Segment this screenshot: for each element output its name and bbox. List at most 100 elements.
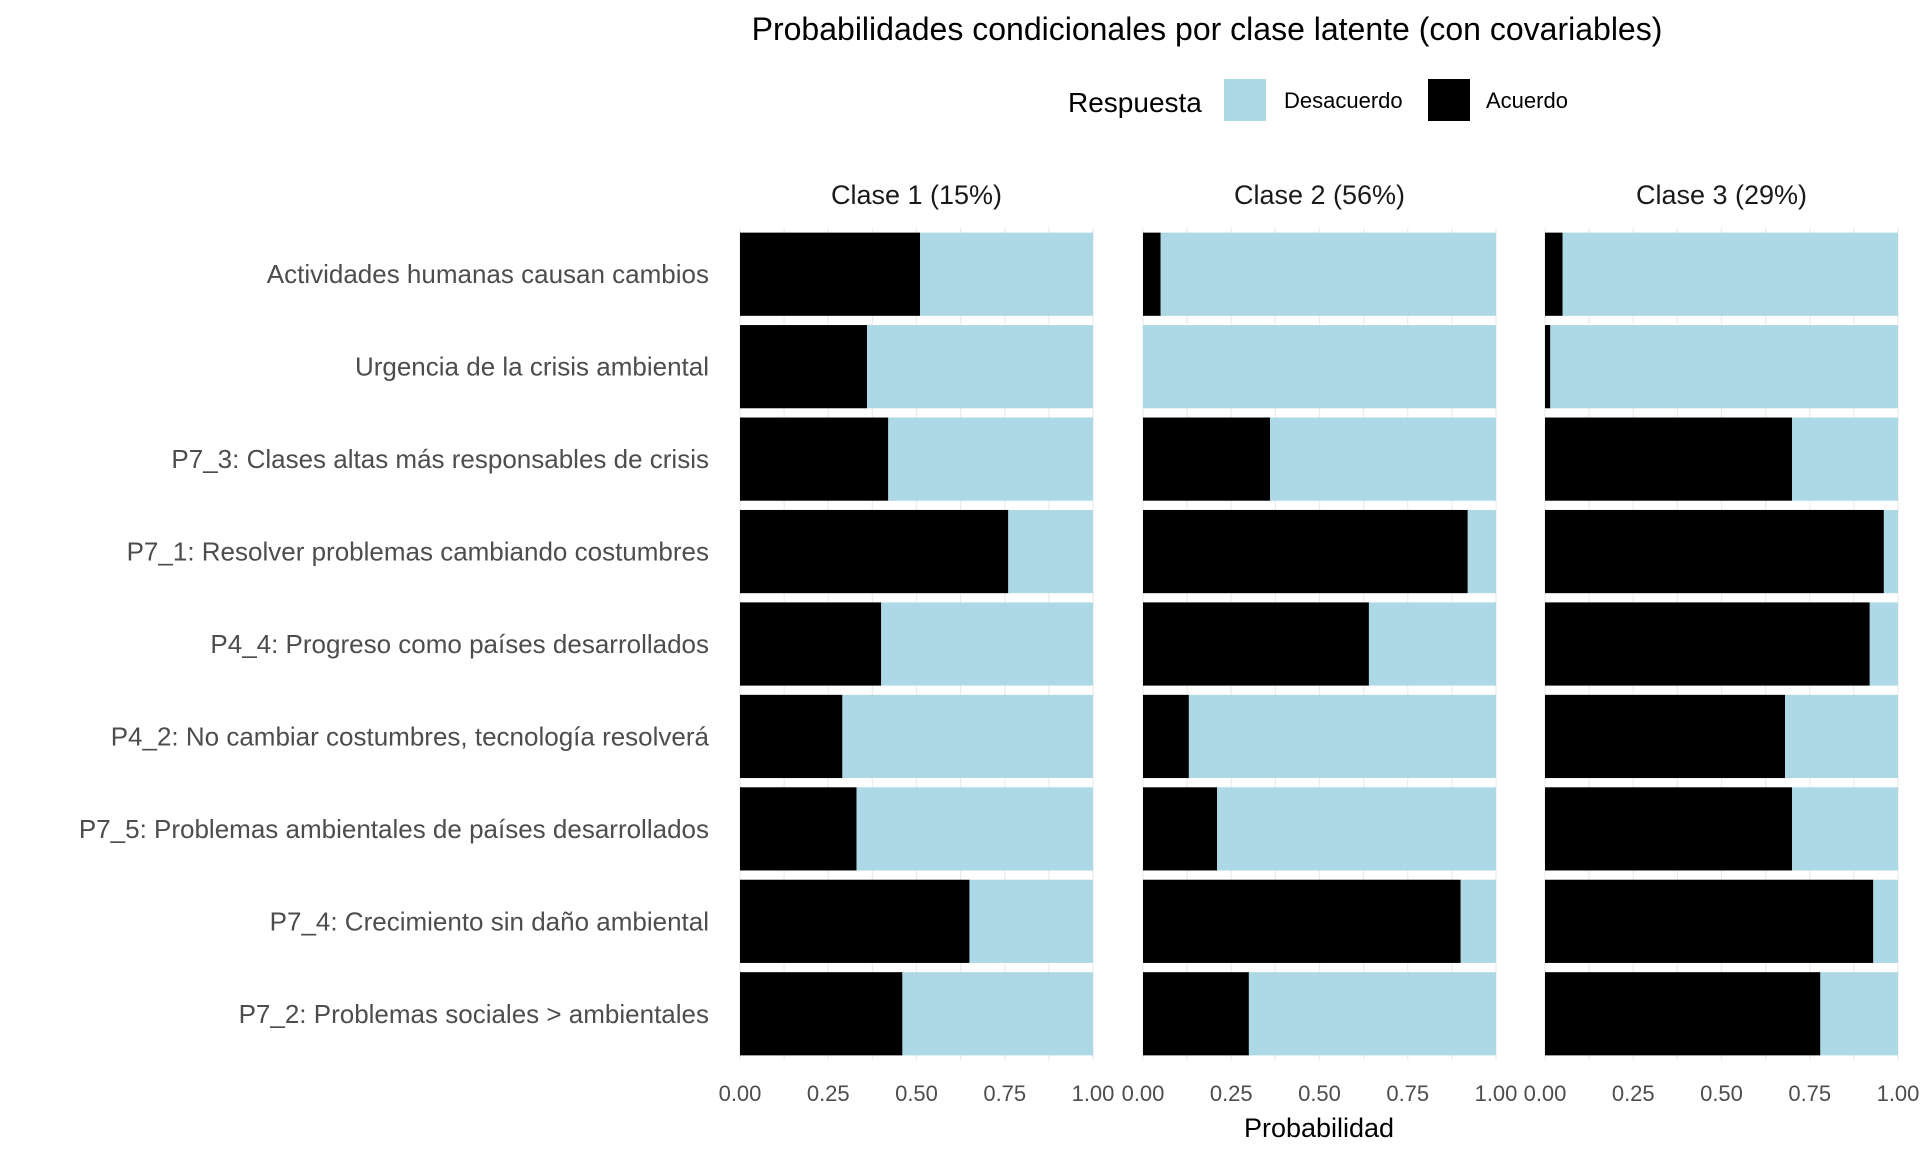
bar-desacuerdo: [1873, 879, 1898, 963]
bars: [740, 232, 1093, 1056]
x-tick-label: 0.75: [1788, 1081, 1831, 1106]
bar-desacuerdo: [856, 787, 1093, 871]
category-label: P4_2: No cambiar costumbres, tecnología …: [111, 721, 710, 751]
category-label: P7_5: Problemas ambientales de países de…: [79, 814, 709, 844]
bar-desacuerdo: [1792, 787, 1898, 871]
x-tick-label: 0.00: [1122, 1081, 1165, 1106]
bar-desacuerdo: [867, 325, 1093, 409]
bar-desacuerdo: [1143, 325, 1496, 409]
bar-acuerdo: [1545, 232, 1563, 316]
legend-title: Respuesta: [1068, 87, 1202, 118]
x-tick-label: 1.00: [1072, 1081, 1115, 1106]
x-tick-label: 1.00: [1475, 1081, 1518, 1106]
bar-desacuerdo: [1248, 972, 1496, 1056]
x-axis-title: Probabilidad: [1244, 1113, 1394, 1143]
bar-acuerdo: [1143, 602, 1369, 686]
bar-acuerdo: [1143, 694, 1189, 779]
category-label: P7_2: Problemas sociales > ambientales: [239, 999, 709, 1029]
facet-panel-1: Clase 1 (15%) 0.00 0.25 0.50 0.75 1.00: [719, 180, 1115, 1106]
category-label: Actividades humanas causan cambios: [267, 259, 709, 289]
bar-acuerdo: [1545, 972, 1821, 1056]
category-label: P7_3: Clases altas más responsables de c…: [171, 444, 709, 474]
bar-acuerdo: [1143, 972, 1249, 1056]
bar-acuerdo: [740, 787, 857, 871]
bar-desacuerdo: [920, 232, 1093, 316]
bar-desacuerdo: [902, 972, 1093, 1056]
bar-desacuerdo: [1160, 232, 1496, 316]
category-label: P7_1: Resolver problemas cambiando costu…: [127, 537, 709, 567]
x-tick-label: 0.25: [1210, 1081, 1253, 1106]
legend-items: Desacuerdo Acuerdo: [1224, 79, 1568, 121]
bar-acuerdo: [740, 325, 868, 409]
bar-desacuerdo: [969, 879, 1093, 963]
bar-desacuerdo: [881, 602, 1093, 686]
bar-acuerdo: [740, 232, 921, 316]
bar-desacuerdo: [1217, 787, 1496, 871]
legend-swatch-desacuerdo: [1224, 79, 1266, 121]
x-tick-labels: 0.00 0.25 0.50 0.75 1.00: [719, 1081, 1115, 1106]
x-tick-labels: 0.00 0.25 0.50 0.75 1.00: [1524, 1081, 1920, 1106]
bar-acuerdo: [1143, 879, 1461, 963]
x-tick-label: 1.00: [1877, 1081, 1920, 1106]
bar-acuerdo: [1545, 417, 1793, 501]
legend: Respuesta Desacuerdo Acuerdo: [1068, 79, 1568, 121]
x-tick-label: 0.00: [719, 1081, 762, 1106]
x-tick-label: 0.50: [895, 1081, 938, 1106]
category-label: Urgencia de la crisis ambiental: [355, 352, 709, 382]
bar-desacuerdo: [1550, 325, 1898, 409]
bar-desacuerdo: [888, 417, 1093, 501]
category-label: P7_4: Crecimiento sin daño ambiental: [270, 906, 709, 936]
facet-panel-3: Clase 3 (29%) 0.00 0.25 0.50 0.75 1.00: [1524, 180, 1920, 1106]
bar-acuerdo: [740, 417, 889, 501]
bar-acuerdo: [1545, 602, 1870, 686]
bar-acuerdo: [1143, 787, 1218, 871]
bar-desacuerdo: [1820, 972, 1898, 1056]
bar-acuerdo: [1545, 509, 1884, 594]
x-tick-label: 0.50: [1700, 1081, 1743, 1106]
bar-desacuerdo: [1467, 509, 1496, 594]
bar-acuerdo: [740, 694, 843, 779]
x-tick-label: 0.25: [807, 1081, 850, 1106]
bar-acuerdo: [1143, 417, 1271, 501]
x-tick-label: 0.75: [983, 1081, 1026, 1106]
bar-acuerdo: [740, 879, 970, 963]
bar-desacuerdo: [1368, 602, 1496, 686]
bar-acuerdo: [1143, 232, 1161, 316]
bar-acuerdo: [1545, 787, 1793, 871]
category-labels: Actividades humanas causan cambios Urgenc…: [79, 259, 710, 1029]
x-tick-label: 0.25: [1612, 1081, 1655, 1106]
bar-desacuerdo: [1188, 694, 1496, 779]
legend-swatch-acuerdo: [1428, 79, 1470, 121]
bar-desacuerdo: [1869, 602, 1898, 686]
bar-desacuerdo: [1792, 417, 1898, 501]
bars: [1143, 232, 1496, 1056]
legend-label-acuerdo: Acuerdo: [1486, 88, 1568, 113]
bar-acuerdo: [740, 972, 903, 1056]
x-tick-label: 0.00: [1524, 1081, 1567, 1106]
bar-desacuerdo: [1883, 509, 1898, 594]
bar-desacuerdo: [1460, 879, 1496, 963]
x-tick-label: 0.75: [1386, 1081, 1429, 1106]
bar-acuerdo: [740, 602, 882, 686]
facet-panel-2: Clase 2 (56%) 0.00 0.25 0.50 0.75 1.00: [1122, 180, 1518, 1106]
facet-strip-label: Clase 2 (56%): [1234, 180, 1405, 210]
bars: [1545, 232, 1898, 1056]
category-label: P4_4: Progreso como países desarrollados: [210, 629, 709, 659]
bar-desacuerdo: [1270, 417, 1496, 501]
bar-acuerdo: [740, 509, 1009, 594]
bar-acuerdo: [1143, 509, 1468, 594]
bar-desacuerdo: [1562, 232, 1898, 316]
facet-strip-label: Clase 1 (15%): [831, 180, 1002, 210]
bar-desacuerdo: [1008, 509, 1093, 594]
chart-title: Probabilidades condicionales por clase l…: [752, 11, 1663, 47]
bar-acuerdo: [1545, 325, 1551, 409]
x-tick-label: 0.50: [1298, 1081, 1341, 1106]
bar-desacuerdo: [1785, 694, 1898, 779]
facet-strip-label: Clase 3 (29%): [1636, 180, 1807, 210]
bar-acuerdo: [1545, 879, 1874, 963]
bar-acuerdo: [1545, 694, 1786, 779]
x-tick-labels: 0.00 0.25 0.50 0.75 1.00: [1122, 1081, 1518, 1106]
